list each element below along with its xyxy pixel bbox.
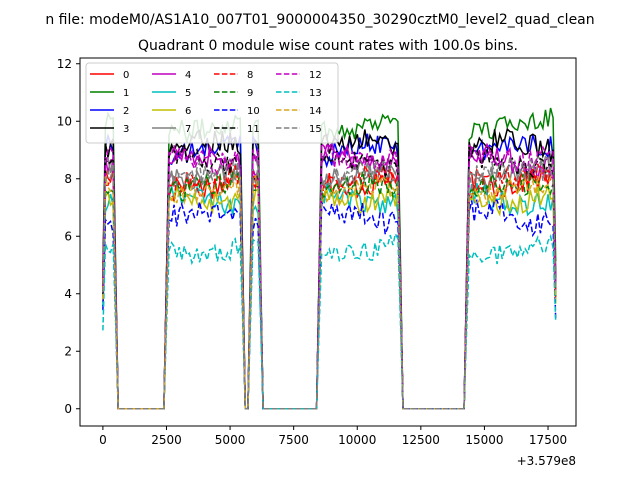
legend-label-6: 6 (185, 106, 191, 117)
legend-label-3: 3 (123, 124, 129, 135)
series-line-15 (102, 154, 557, 410)
legend-label-13: 13 (309, 88, 322, 99)
legend-label-2: 2 (123, 106, 129, 117)
legend-label-1: 1 (123, 88, 129, 99)
series-line-6 (102, 182, 557, 410)
y-axis: 0 2 4 6 8 10 12 (57, 57, 80, 416)
x-tick-label: 5000 (215, 433, 246, 447)
series-line-14 (102, 173, 557, 410)
x-offset-label: +3.579e8 (517, 454, 576, 468)
legend-label-10: 10 (247, 106, 260, 117)
y-tick-label: 2 (64, 344, 72, 358)
legend-label-4: 4 (185, 70, 191, 81)
series-line-10 (102, 198, 557, 410)
series-line-11 (102, 142, 557, 410)
series-line-3 (102, 127, 557, 410)
x-tick-label: 10000 (338, 433, 376, 447)
legend-label-0: 0 (123, 70, 129, 81)
axes-frame (79, 57, 577, 427)
legend-label-11: 11 (247, 124, 260, 135)
x-axis: 0 2500 5000 7500 10000 12500 15000 17500 (99, 426, 567, 447)
y-tick-label: 10 (57, 114, 72, 128)
x-tick-label: 15000 (465, 433, 503, 447)
legend-label-12: 12 (309, 70, 322, 81)
series-line-13 (102, 231, 557, 410)
x-tick-label: 17500 (529, 433, 567, 447)
x-tick-label: 7500 (278, 433, 309, 447)
legend-label-9: 9 (247, 88, 253, 99)
y-tick-label: 8 (64, 172, 72, 186)
legend-label-5: 5 (185, 88, 191, 99)
y-tick-label: 12 (57, 57, 72, 71)
y-tick-label: 4 (64, 287, 72, 301)
chart-title: Quadrant 0 module wise count rates with … (138, 38, 518, 54)
series-line-12 (102, 141, 557, 410)
legend-label-8: 8 (247, 70, 253, 81)
x-tick-label: 12500 (402, 433, 440, 447)
y-tick-label: 6 (64, 229, 72, 243)
series-line-8 (102, 163, 557, 410)
legend-label-7: 7 (185, 124, 191, 135)
series-line-9 (102, 171, 557, 410)
figure-suptitle: n file: modeM0/AS1A10_007T01_9000004350_… (45, 12, 594, 28)
y-tick-label: 0 (64, 402, 72, 416)
x-tick-label: 0 (99, 433, 107, 447)
legend-label-14: 14 (309, 106, 322, 117)
plot-area (102, 107, 557, 410)
legend-label-15: 15 (309, 124, 322, 135)
x-tick-label: 2500 (151, 433, 182, 447)
legend-box (85, 62, 339, 144)
